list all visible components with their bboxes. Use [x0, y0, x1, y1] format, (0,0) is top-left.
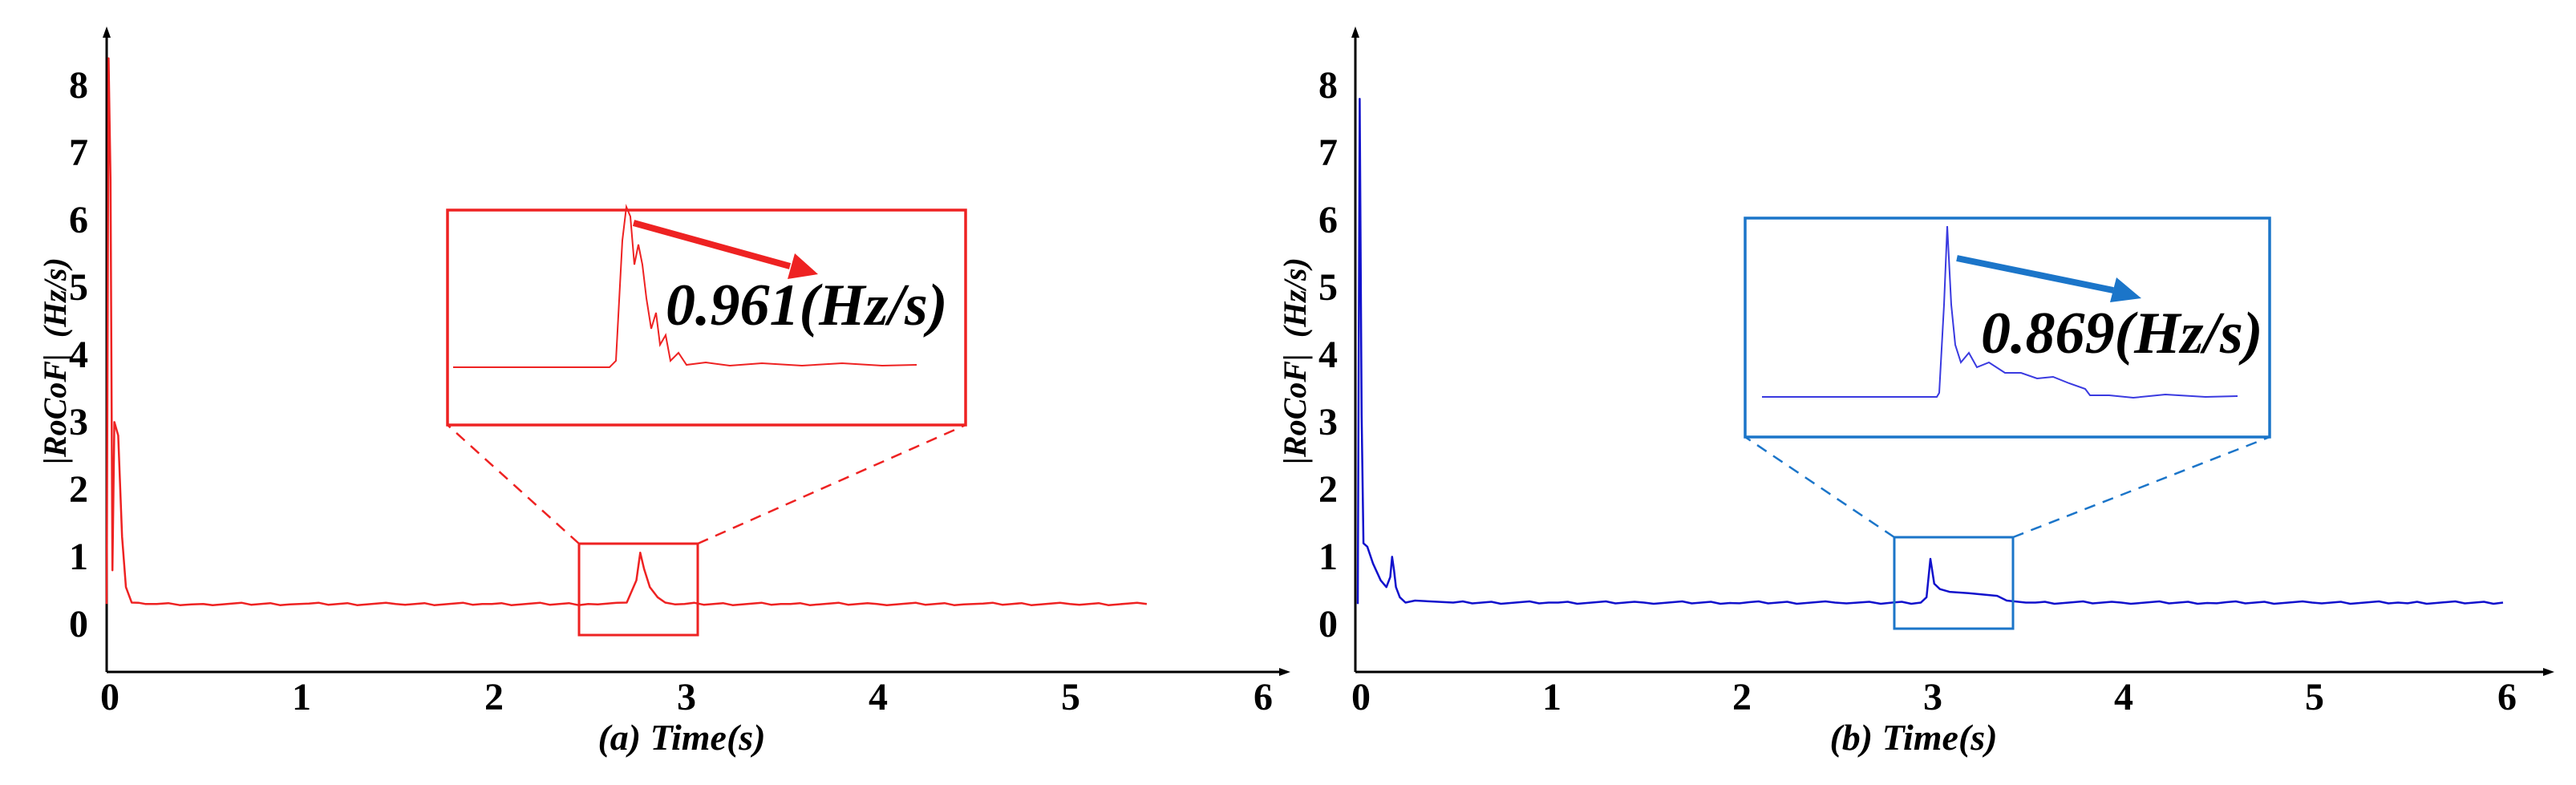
- inset-series-line-b: [1762, 225, 2238, 399]
- x-tick-labels-b: 0 1 2 3 4 5 6: [1351, 676, 2517, 718]
- zoom-region-b: [1893, 536, 2015, 630]
- y-tick-label: 0: [1318, 603, 1338, 645]
- y-tick-label: 4: [1318, 334, 1338, 376]
- zoom-connector-a-right: [697, 423, 966, 545]
- x-axis-label-a: (a) Time(s): [597, 717, 765, 758]
- y-tick-label: 6: [69, 199, 88, 241]
- annotation-arrow-a: [632, 220, 792, 269]
- chart-panel-a: 0 1 2 3 4 5 6 7 8 0 1 2 3 4 5 6 |RoCoF| …: [37, 26, 1290, 758]
- y-tick-label: 3: [1318, 401, 1338, 443]
- x-tick-label: 5: [2305, 676, 2324, 718]
- x-tick-label: 1: [292, 676, 311, 718]
- y-tick-labels-a: 0 1 2 3 4 5 6 7 8: [69, 64, 88, 645]
- y-tick-label: 8: [69, 64, 88, 107]
- inset-series-line-a: [453, 204, 917, 368]
- x-tick-label: 3: [677, 676, 696, 718]
- x-tick-label: 0: [100, 676, 119, 718]
- x-tick-label: 5: [1061, 676, 1080, 718]
- y-tick-label: 7: [1318, 132, 1338, 174]
- annotation-value-a: 0.961(Hz/s): [666, 273, 948, 338]
- y-tick-label: 0: [69, 603, 88, 645]
- y-tick-label: 2: [1318, 468, 1338, 511]
- y-tick-label: 4: [69, 334, 88, 376]
- chart-panel-b: 0 1 2 3 4 5 6 7 8 0 1 2 3 4 5 6 |RoCoF| …: [1277, 26, 2554, 758]
- x-tick-label: 6: [1254, 676, 1273, 718]
- y-tick-label: 7: [69, 132, 88, 174]
- y-tick-labels-b: 0 1 2 3 4 5 6 7 8: [1318, 64, 1338, 645]
- zoom-inset-a: 0.961(Hz/s): [446, 204, 967, 427]
- x-tick-labels-a: 0 1 2 3 4 5 6: [100, 676, 1273, 718]
- y-tick-label: 8: [1318, 64, 1338, 107]
- y-tick-label: 6: [1318, 199, 1338, 241]
- y-tick-label: 5: [69, 266, 88, 309]
- x-tick-label: 1: [1542, 676, 1561, 718]
- x-axis-label-b: (b) Time(s): [1829, 717, 1997, 758]
- zoom-connector-b-right: [2012, 435, 2270, 539]
- x-tick-label: 4: [869, 676, 888, 718]
- zoom-connector-a-left: [447, 424, 580, 544]
- y-tick-label: 1: [1318, 536, 1338, 578]
- annotation-value-b: 0.869(Hz/s): [1981, 301, 2263, 366]
- y-tick-label: 5: [1318, 266, 1338, 309]
- x-tick-label: 2: [484, 676, 504, 718]
- y-tick-label: 3: [69, 401, 88, 443]
- series-line-a: [105, 57, 1148, 606]
- y-axis-label-a: |RoCoF| (Hz/s): [37, 257, 73, 464]
- x-tick-label: 3: [1923, 676, 1942, 718]
- zoom-region-a: [577, 542, 699, 637]
- x-tick-label: 4: [2114, 676, 2133, 718]
- y-tick-label: 1: [69, 536, 88, 578]
- series-line-b: [1356, 97, 2504, 605]
- x-tick-label: 6: [2497, 676, 2517, 718]
- annotation-arrowhead-b: [2110, 277, 2141, 302]
- y-tick-label: 2: [69, 468, 88, 511]
- annotation-arrowhead-a: [788, 253, 818, 279]
- x-tick-label: 0: [1351, 676, 1371, 718]
- zoom-inset-b: 0.869(Hz/s): [1744, 216, 2271, 439]
- annotation-arrow-b: [1956, 255, 2114, 293]
- zoom-connector-b-left: [1744, 435, 1895, 539]
- y-axis-label-b: |RoCoF| (Hz/s): [1277, 257, 1313, 464]
- x-tick-label: 2: [1732, 676, 1752, 718]
- inset-frame-b: [1744, 216, 2271, 439]
